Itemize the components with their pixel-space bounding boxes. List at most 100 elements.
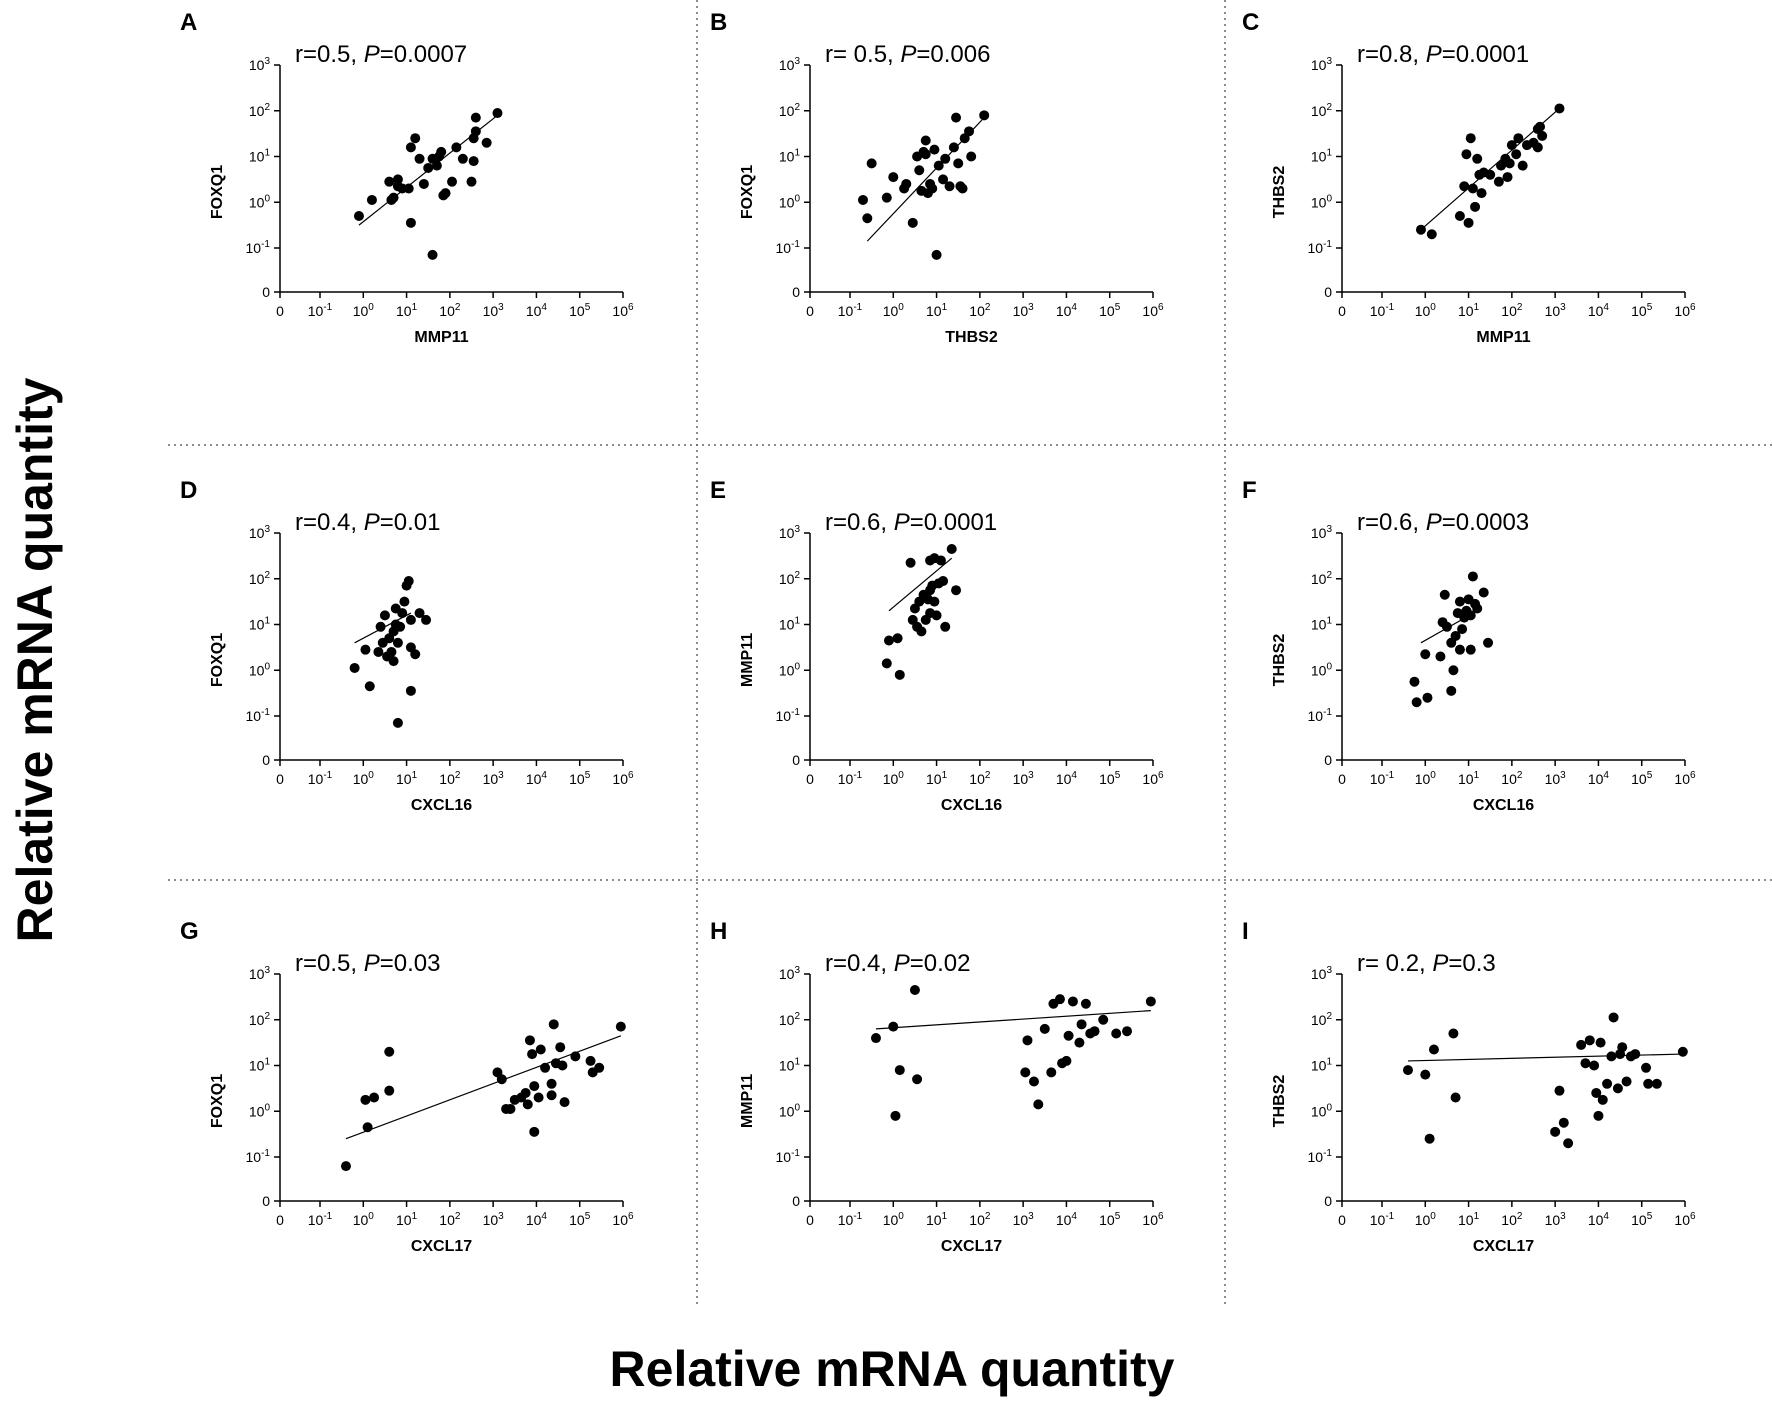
data-point xyxy=(1504,158,1515,169)
data-point xyxy=(386,646,397,657)
data-point xyxy=(888,1021,899,1032)
panel-g: Gr=0.5, P=0.03 0 10-1 100 101 102 103 104 105 106… xyxy=(180,918,634,1255)
data-point xyxy=(1448,1028,1459,1039)
data-point xyxy=(881,192,892,203)
x-tick-label: 104 xyxy=(526,770,548,787)
panel-letter-d: D xyxy=(180,477,197,504)
x-tick-label: 100 xyxy=(883,302,905,319)
data-point xyxy=(522,1099,533,1110)
data-point xyxy=(414,153,425,164)
data-point xyxy=(1591,1087,1602,1098)
y-tick-label: 100 xyxy=(1311,1102,1333,1119)
data-point xyxy=(1595,1037,1606,1048)
y-tick-label: 100 xyxy=(779,1102,801,1119)
x-tick-label: 105 xyxy=(569,1211,591,1228)
data-point xyxy=(529,1081,540,1092)
data-point xyxy=(1080,998,1091,1009)
y-tick-label: 100 xyxy=(249,661,271,678)
data-point xyxy=(1428,1044,1439,1055)
x-tick-label: 100 xyxy=(1415,1211,1437,1228)
x-tick-label: 103 xyxy=(1545,1211,1567,1228)
data-point xyxy=(388,656,399,667)
data-point xyxy=(421,614,432,625)
x-tick-label: 105 xyxy=(569,302,591,319)
x-tick-label: 0 xyxy=(806,303,814,319)
data-point xyxy=(1446,685,1457,696)
panel-f: Fr=0.6, P=0.0003 0 10-1 100 101 102 103 104 105 1… xyxy=(1242,477,1696,814)
data-point xyxy=(1435,651,1446,662)
x-tick-label: 103 xyxy=(1013,302,1035,319)
data-point xyxy=(1439,589,1450,600)
data-point xyxy=(1493,176,1504,187)
x-tick-label: 101 xyxy=(926,1211,948,1228)
regression-line xyxy=(888,557,953,612)
x-tick-label: 10-1 xyxy=(838,302,863,319)
data-point xyxy=(1608,1012,1619,1023)
y-tick-label: 103 xyxy=(1311,524,1333,541)
y-tick-label: 103 xyxy=(249,524,271,541)
y-tick-label: 101 xyxy=(1311,148,1333,165)
y-tick-label: 10-1 xyxy=(246,1148,271,1165)
x-tick-label: 101 xyxy=(926,770,948,787)
data-point xyxy=(890,1110,901,1121)
x-axis-main-label: Relative mRNA quantity xyxy=(0,1340,1772,1398)
data-point xyxy=(594,1062,605,1073)
data-point xyxy=(1459,181,1470,192)
data-point xyxy=(1513,133,1524,144)
data-point xyxy=(364,681,375,692)
data-point xyxy=(399,596,410,607)
x-tick-label: 106 xyxy=(1674,302,1696,319)
x-tick-label: 104 xyxy=(1588,1211,1610,1228)
stats-label-a: r=0.5, P=0.0007 xyxy=(295,41,467,68)
x-tick-label: 101 xyxy=(1458,1211,1480,1228)
stats-label-d: r=0.4, P=0.01 xyxy=(295,509,440,536)
x-tick-label: 10-1 xyxy=(308,1211,333,1228)
y-tick-label: 102 xyxy=(779,570,801,587)
x-tick-label: 102 xyxy=(439,302,461,319)
x-tick-label: 0 xyxy=(276,303,284,319)
data-point xyxy=(1067,996,1078,1007)
data-point xyxy=(901,178,912,189)
x-tick-label: 106 xyxy=(1142,1211,1164,1228)
y-tick-label: 10-1 xyxy=(246,239,271,256)
x-tick-label: 103 xyxy=(483,302,505,319)
data-point xyxy=(468,156,479,167)
y-axis-label-h: MMP11 xyxy=(739,1074,756,1128)
y-tick-label: 0 xyxy=(1324,284,1332,300)
panel-letter-a: A xyxy=(180,9,197,36)
data-point xyxy=(369,1092,380,1103)
data-point xyxy=(1576,1039,1587,1050)
data-point xyxy=(392,174,403,185)
y-tick-label: 103 xyxy=(1311,56,1333,73)
y-tick-label: 0 xyxy=(262,752,270,768)
data-point xyxy=(883,635,894,646)
panel-letter-g: G xyxy=(180,918,199,945)
y-tick-label: 102 xyxy=(1311,102,1333,119)
data-point xyxy=(451,142,462,153)
x-tick-label: 102 xyxy=(1501,770,1523,787)
x-tick-label: 106 xyxy=(612,1211,634,1228)
regression-line xyxy=(875,1010,1151,1030)
data-point xyxy=(1454,596,1465,607)
y-tick-label: 0 xyxy=(792,284,800,300)
x-tick-label: 102 xyxy=(439,770,461,787)
data-point xyxy=(481,137,492,148)
y-tick-label: 10-1 xyxy=(776,707,801,724)
data-point xyxy=(440,188,451,199)
data-point xyxy=(496,1074,507,1085)
data-point xyxy=(933,160,944,171)
data-point xyxy=(1554,1085,1565,1096)
data-point xyxy=(555,1042,566,1053)
x-tick-label: 0 xyxy=(806,1212,814,1228)
data-point xyxy=(935,555,946,566)
y-tick-label: 100 xyxy=(779,193,801,210)
data-point xyxy=(1046,1067,1057,1078)
y-tick-label: 0 xyxy=(1324,752,1332,768)
panel-b: Br= 0.5, P=0.006 0 10-1 100 101 102 103 104 105 1… xyxy=(710,9,1164,346)
data-point xyxy=(535,1044,546,1055)
data-point xyxy=(1076,1019,1087,1030)
data-point xyxy=(892,633,903,644)
y-tick-label: 102 xyxy=(779,1011,801,1028)
x-tick-label: 102 xyxy=(439,1211,461,1228)
y-tick-label: 100 xyxy=(779,661,801,678)
